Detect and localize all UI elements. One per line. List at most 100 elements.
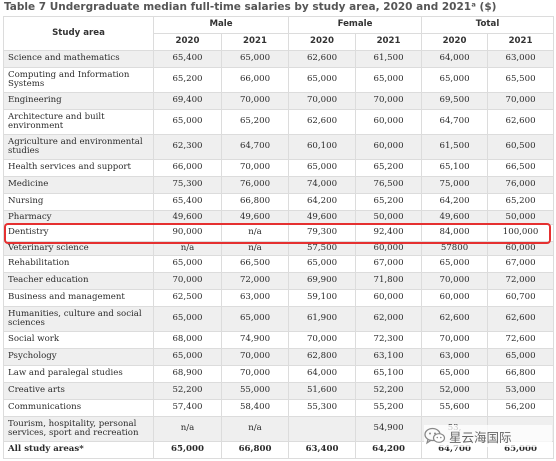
salary-cell: 49,600	[220, 210, 290, 225]
salary-cell: 62,000	[355, 306, 423, 332]
salary-cell: n/a	[153, 241, 222, 256]
salary-cell: 84,000	[421, 224, 489, 242]
salary-cell: 57,500	[288, 241, 357, 256]
header-study-area: Study area	[3, 16, 154, 51]
salary-cell: 65,000	[153, 441, 222, 459]
table-row: Creative arts 52,200 55,000 51,600 52,200 52,…	[3, 382, 555, 400]
salary-cell: 70,000	[421, 331, 489, 349]
study-area-cell: Creative arts	[3, 382, 154, 400]
salary-cell: 70,000	[220, 92, 290, 110]
salary-cell: 60,000	[487, 241, 555, 256]
salary-cell: 55,600	[421, 399, 489, 417]
salary-cell: 66,000	[153, 159, 222, 177]
salary-cell: 76,000	[487, 176, 555, 194]
salary-cell: 67,000	[487, 255, 555, 273]
salary-cell: 65,400	[153, 50, 222, 68]
study-area-cell: Social work	[3, 331, 154, 349]
study-area-cell: Business and management	[3, 289, 154, 307]
table-row: Communications 57,400 58,400 55,300 55,200 55…	[3, 399, 555, 417]
salary-cell: 70,000	[487, 92, 555, 110]
table-row: Pharmacy 49,600 49,600 49,600 50,000 49,600 50…	[3, 210, 555, 225]
salary-cell: 51,600	[288, 382, 357, 400]
salary-cell: 64,700	[220, 134, 290, 160]
salary-cell: 72,600	[487, 331, 555, 349]
salary-cell: 76,500	[355, 176, 423, 194]
salary-cell: 63,000	[421, 348, 489, 366]
salary-cell: 72,000	[487, 272, 555, 290]
salary-cell: 65,000	[153, 306, 222, 332]
header-male: Male	[152, 16, 290, 34]
study-area-cell: Health services and support	[3, 159, 154, 177]
table-row: Law and paralegal studies 68,900 70,000 64,…	[3, 365, 555, 383]
salary-cell: 66,000	[220, 67, 290, 93]
salary-cell: 70,000	[288, 92, 357, 110]
table-row: Teacher education 70,000 72,000 69,900 71,80…	[3, 272, 555, 290]
salary-cell: 49,600	[288, 210, 357, 225]
study-area-cell: All study areas*	[3, 441, 154, 459]
salary-cell: 64,200	[288, 193, 357, 211]
study-area-cell: Architecture and built environment	[3, 109, 154, 135]
salary-cell: 49,600	[153, 210, 222, 225]
salary-cell: 61,500	[355, 50, 423, 68]
study-area-cell: Medicine	[3, 176, 154, 194]
salary-cell: n/a	[220, 416, 290, 442]
salary-cell: 65,500	[487, 67, 555, 93]
salary-cell: 74,900	[220, 331, 290, 349]
study-area-cell: Psychology	[3, 348, 154, 366]
study-area-cell: Rehabilitation	[3, 255, 154, 273]
salary-cell: 53,000	[487, 382, 555, 400]
salary-cell: 65,000	[355, 67, 423, 93]
salary-cell: 63,400	[288, 441, 357, 459]
salary-cell: 65,100	[355, 365, 423, 383]
study-area-cell: Pharmacy	[3, 210, 154, 225]
table-body: Science and mathematics 65,400 65,000 62,60…	[3, 50, 555, 459]
salary-cell: n/a	[153, 416, 222, 442]
table-row: Agriculture and environmental studies 62,…	[3, 134, 555, 160]
table-row: Engineering 69,400 70,000 70,000 70,000 69,50…	[3, 92, 555, 110]
study-area-cell: Humanities, culture and social sciences	[3, 306, 154, 332]
salary-cell: 52,200	[355, 382, 423, 400]
salary-cell: 100,000	[487, 224, 555, 242]
header-year: 2020	[153, 33, 222, 51]
table-row: Rehabilitation 65,000 66,500 65,000 67,000 65…	[3, 255, 555, 273]
table-row: Business and management 62,500 63,000 59,10…	[3, 289, 555, 307]
salary-cell: 57800	[421, 241, 489, 256]
salary-cell: 63,100	[355, 348, 423, 366]
salary-cell: 70,000	[153, 272, 222, 290]
salary-cell: 50,000	[355, 210, 423, 225]
table-title: Table 7 Undergraduate median full-time s…	[4, 1, 497, 13]
salary-cell: 60,000	[355, 289, 423, 307]
table-row: Veterinary science n/a n/a 57,500 60,000 5780…	[3, 241, 555, 256]
salary-cell: 65,000	[288, 67, 357, 93]
salary-cell: 61,500	[421, 134, 489, 160]
salary-cell: 49,600	[421, 210, 489, 225]
table-row: Psychology 65,000 70,000 62,800 63,100 63,000…	[3, 348, 555, 366]
salary-cell: 72,300	[355, 331, 423, 349]
table-row: Health services and support 66,000 70,000 6…	[3, 159, 555, 177]
salary-cell: 65,100	[421, 159, 489, 177]
study-area-cell: Veterinary science	[3, 241, 154, 256]
wechat-icon	[424, 427, 446, 445]
header-year: 2020	[421, 33, 489, 51]
table-row: Nursing 65,400 66,800 64,200 65,200 64,200 65,…	[3, 193, 555, 211]
watermark-text: 星云海国际	[449, 429, 512, 445]
salary-cell: 69,400	[153, 92, 222, 110]
study-area-cell: Science and mathematics	[3, 50, 154, 68]
salary-cell: 75,000	[421, 176, 489, 194]
salary-cell: 56,200	[487, 399, 555, 417]
watermark: 星云海国际	[424, 425, 552, 447]
salary-cell: 55,200	[355, 399, 423, 417]
salary-cell: 54,900	[355, 416, 423, 442]
salary-cell: 64,000	[288, 365, 357, 383]
study-area-cell: Computing and Information Systems	[3, 67, 154, 93]
salary-cell: 65,000	[421, 255, 489, 273]
salary-cell: n/a	[220, 241, 290, 256]
salary-cell: 70,000	[220, 159, 290, 177]
salary-cell: 63,000	[220, 289, 290, 307]
salary-cell: 65,000	[421, 365, 489, 383]
salary-cell: 60,000	[355, 134, 423, 160]
salary-cell: 69,900	[288, 272, 357, 290]
salary-cell: 52,000	[421, 382, 489, 400]
salary-cell: 62,500	[153, 289, 222, 307]
salary-cell: 66,500	[220, 255, 290, 273]
